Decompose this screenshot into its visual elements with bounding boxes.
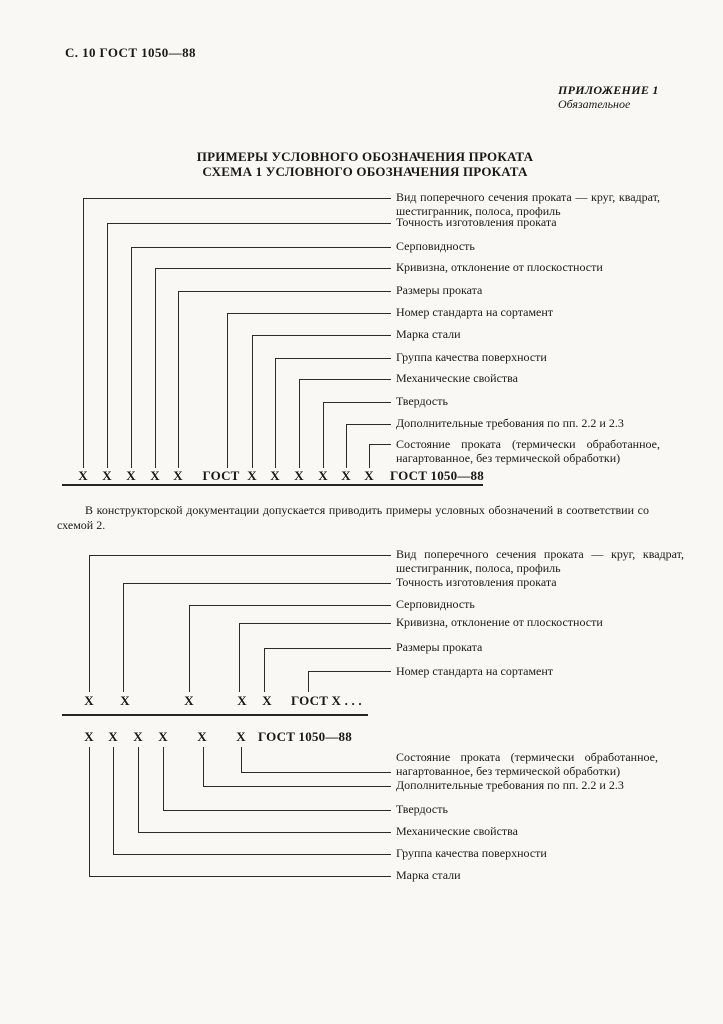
scheme1-token: Х xyxy=(318,468,328,483)
scheme2-lower-label: Состояние проката (термически обработанн… xyxy=(396,750,658,778)
scheme1-label: Дополнительные требования по пп. 2.2 и 2… xyxy=(396,416,624,430)
scheme2-lower-label: Дополнительные требования по пп. 2.2 и 2… xyxy=(396,778,624,792)
scheme1-label: Кривизна, отклонение от плоскостности xyxy=(396,260,603,274)
scheme2-lower-connector-6 xyxy=(89,747,391,877)
appendix-title: ПРИЛОЖЕНИЕ 1 xyxy=(558,83,659,97)
scheme2-lower-connector-4 xyxy=(138,747,391,833)
scheme1-underline xyxy=(62,484,483,486)
scheme2-upper-label: Размеры проката xyxy=(396,640,483,654)
scheme1-connector-9 xyxy=(299,379,391,468)
scheme2-upper-connector-6 xyxy=(308,671,391,692)
scheme2-upper-token-gost: ГОСТ Х . . . xyxy=(291,693,362,708)
scheme2-lower-label: Механические свойства xyxy=(396,824,518,838)
scheme1-token: Х xyxy=(247,468,257,483)
scheme2-upper-connector-4 xyxy=(239,623,391,692)
scheme2-lower-token: Х xyxy=(236,729,246,744)
appendix-subtitle: Обязательное xyxy=(558,97,631,111)
scheme1-label: Марка стали xyxy=(396,327,461,341)
scheme1-token: Х xyxy=(173,468,183,483)
scheme2-upper-token: Х xyxy=(120,693,130,708)
scheme2-upper-token: Х xyxy=(84,693,94,708)
scheme1-connector-5 xyxy=(178,291,391,468)
scheme1-connector-1 xyxy=(83,198,391,468)
scheme1-token-gost: ГОСТ 1050—88 xyxy=(390,468,484,483)
scheme1-label: Точность изготовления проката xyxy=(396,215,557,229)
scheme1-connector-7 xyxy=(252,335,391,468)
scheme1-connector-8 xyxy=(275,358,391,468)
scheme2-lower-token: Х xyxy=(84,729,94,744)
scheme1-token: Х xyxy=(102,468,112,483)
scheme2-upper-label: Вид поперечного сечения проката — круг, … xyxy=(396,547,684,575)
scheme1-token: Х xyxy=(294,468,304,483)
scheme2-lower-token-gost: ГОСТ 1050—88 xyxy=(258,729,352,744)
doc-title: ПРИМЕРЫ УСЛОВНОГО ОБОЗНАЧЕНИЯ ПРОКАТА СХ… xyxy=(100,149,630,179)
doc-title-line2: СХЕМА 1 УСЛОВНОГО ОБОЗНАЧЕНИЯ ПРОКАТА xyxy=(202,163,528,179)
scheme2-fraction-bar xyxy=(62,714,368,716)
scheme2-lower-connector-1 xyxy=(241,747,391,773)
scheme1-token: ГОСТ xyxy=(202,468,240,483)
scheme1-token: Х xyxy=(78,468,88,483)
scheme2-upper-connector-1 xyxy=(89,555,391,692)
scheme1-token: Х xyxy=(150,468,160,483)
scheme2-lower-connector-3 xyxy=(163,747,391,811)
scheme1-label: Серповидность xyxy=(396,239,475,253)
scheme2-upper-connector-5 xyxy=(264,648,391,692)
scheme1-connector-3 xyxy=(131,247,391,468)
page-header: С. 10 ГОСТ 1050—88 xyxy=(65,45,196,60)
scheme1-connector-6 xyxy=(227,313,391,468)
scheme1-token: Х xyxy=(341,468,351,483)
scheme1-label: Твердость xyxy=(396,394,448,408)
scheme2-upper-label: Кривизна, отклонение от плоскостности xyxy=(396,615,603,629)
scheme2-upper-label: Точность изготовления проката xyxy=(396,575,557,589)
scheme1-label: Механические свойства xyxy=(396,371,518,385)
scheme1-label: Группа качества поверхности xyxy=(396,350,547,364)
scheme1-connector-4 xyxy=(155,268,391,468)
scheme2-lower-token: Х xyxy=(197,729,207,744)
scheme2-lower-token: Х xyxy=(133,729,143,744)
note-paragraph: В конструкторской документации допускает… xyxy=(57,503,649,532)
scheme2-upper-connector-2 xyxy=(123,583,391,692)
scheme1-label: Состояние проката (термически обработанн… xyxy=(396,437,660,465)
scheme2-upper-token: Х xyxy=(262,693,272,708)
scheme2-lower-token: Х xyxy=(158,729,168,744)
scheme1-token: Х xyxy=(126,468,136,483)
scheme1-token: Х xyxy=(364,468,374,483)
appendix-block: ПРИЛОЖЕНИЕ 1 Обязательное xyxy=(558,83,659,111)
scheme1-token: Х xyxy=(270,468,280,483)
scheme2-lower-label: Марка стали xyxy=(396,868,461,882)
scheme1-label: Вид поперечного сечения проката — круг, … xyxy=(396,190,660,218)
scheme2-lower-label: Группа качества поверхности xyxy=(396,846,547,860)
scheme2-upper-token: Х xyxy=(237,693,247,708)
scheme1-connector-11 xyxy=(346,424,391,468)
scheme2-lower-connector-5 xyxy=(113,747,391,855)
scheme2-upper-label: Номер стандарта на сортамент xyxy=(396,664,554,678)
scheme2-lower-label: Твердость xyxy=(396,802,448,816)
scheme1-connector-2 xyxy=(107,223,391,468)
scheme2-upper-label: Серповидность xyxy=(396,597,475,611)
scheme1-connector-12 xyxy=(369,444,391,468)
scheme2-upper-token: Х xyxy=(184,693,194,708)
scheme1-label: Размеры проката xyxy=(396,283,483,297)
scheme2-lower-connector-2 xyxy=(203,747,391,787)
scheme2-lower-token: Х xyxy=(108,729,118,744)
scheme2-upper-connector-3 xyxy=(189,605,391,692)
scheme1-label: Номер стандарта на сортамент xyxy=(396,305,554,319)
scheme1-connector-10 xyxy=(323,402,391,468)
doc-title-line1: ПРИМЕРЫ УСЛОВНОГО ОБОЗНАЧЕНИЯ ПРОКАТА xyxy=(196,149,534,164)
